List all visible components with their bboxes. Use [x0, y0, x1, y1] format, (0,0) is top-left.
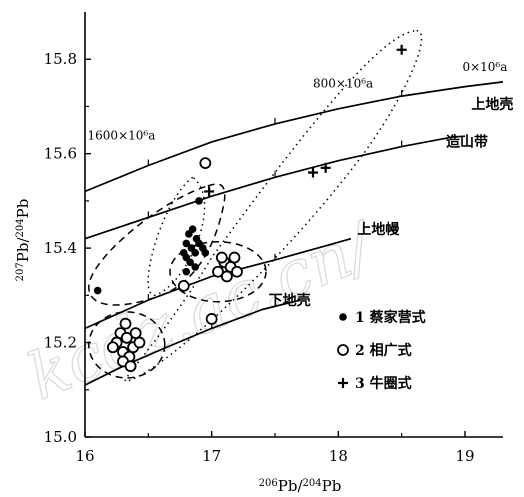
- curve-label: 上地壳: [471, 96, 513, 113]
- data-point-series-2: [215, 251, 228, 264]
- data-point-series-2: [129, 327, 142, 340]
- y-tick-label: 15.4: [44, 239, 77, 257]
- y-axis-title-part: Pb/: [14, 237, 32, 263]
- data-point-series-1: [195, 197, 203, 205]
- field-outline-xiangguang-left: [88, 311, 166, 379]
- legend-label: 2 相广式: [355, 342, 412, 359]
- legend-marker: [339, 313, 347, 321]
- data-point-series-2: [119, 317, 132, 330]
- data-point-series-1: [201, 249, 210, 257]
- x-tick-label: 16: [75, 447, 94, 465]
- data-point-series-3: [320, 162, 331, 173]
- y-axis-title-part: 207: [15, 262, 26, 281]
- evolution-curve: [84, 237, 352, 330]
- data-point-series-2: [133, 336, 146, 349]
- data-point-series-2: [124, 360, 137, 373]
- data-point-series-2: [212, 265, 224, 278]
- legend-marker: [338, 378, 348, 388]
- x-tick-label: 19: [455, 447, 474, 465]
- y-tick-label: 15.0: [44, 428, 77, 446]
- data-point-series-2: [205, 313, 218, 325]
- y-tick-label: 15.6: [44, 145, 77, 163]
- data-point-series-1: [191, 249, 199, 257]
- x-axis-title-part: Pb: [322, 477, 342, 495]
- curve-label: 下地壳: [269, 292, 311, 309]
- data-point-series-1: [182, 239, 191, 248]
- legend-label: 3 牛圈式: [355, 375, 412, 392]
- y-axis-title-part: Pb: [14, 199, 32, 219]
- data-point-series-1: [182, 267, 191, 276]
- y-axis-title-part: 204: [15, 218, 26, 237]
- data-point-series-1: [93, 286, 102, 295]
- x-tick-label: 17: [202, 447, 221, 465]
- data-point-series-1: [186, 258, 194, 267]
- axes: 16 17 18 1915.015.215.415.615.8206Pb/204Pb2…: [14, 12, 503, 495]
- x-tick-label: 18: [329, 447, 348, 465]
- curve-label: 造山带: [446, 134, 488, 151]
- data-point-series-1: [188, 225, 197, 234]
- data-points: [93, 44, 407, 373]
- data-point-series-2: [106, 341, 119, 354]
- data-point-series-3: [396, 44, 407, 55]
- data-point-series-3: [204, 186, 215, 197]
- field-outline-dotted-inner: [147, 176, 206, 297]
- data-point-series-2: [177, 279, 190, 292]
- legend-marker: [337, 344, 349, 356]
- data-point-series-2: [228, 251, 241, 264]
- data-point-series-1: [192, 234, 201, 243]
- data-point-series-3: [308, 167, 318, 178]
- x-axis-title-part: 206: [259, 478, 278, 489]
- field-outline-xiangguang-right: [169, 240, 267, 303]
- y-tick-label: 15.2: [44, 334, 77, 352]
- evolution-curve: [84, 135, 466, 240]
- y-tick-label: 15.8: [44, 50, 77, 68]
- data-point-series-2: [231, 265, 243, 278]
- evolution-curves: [84, 81, 504, 386]
- data-point-series-2: [199, 157, 212, 170]
- data-point-series-2: [120, 331, 133, 344]
- legend-label: 1 蔡家营式: [355, 309, 426, 326]
- field-outline-niujuan: [124, 30, 423, 383]
- x-axis-title-part: Pb/: [278, 477, 304, 495]
- evolution-curve: [84, 81, 504, 193]
- data-point-series-1: [191, 263, 199, 271]
- evolution-curve: [84, 299, 301, 386]
- legend: 1 蔡家营式 2 相广式 3 牛圈式: [337, 309, 426, 392]
- x-axis-title-part: 204: [303, 478, 322, 489]
- x-axis-title: 206Pb/204Pb: [259, 477, 342, 495]
- field-outlines: [88, 30, 423, 383]
- y-axis-title: 207Pb/204Pb: [14, 199, 32, 282]
- data-point-series-2: [220, 270, 233, 283]
- age-label: 1600×10⁶a: [88, 129, 156, 143]
- age-label: 0×10⁶a: [462, 60, 507, 74]
- curve-label: 上地幔: [357, 221, 400, 238]
- field-outline-caijiaying: [88, 183, 226, 306]
- age-label: 800×10⁶a: [313, 77, 373, 91]
